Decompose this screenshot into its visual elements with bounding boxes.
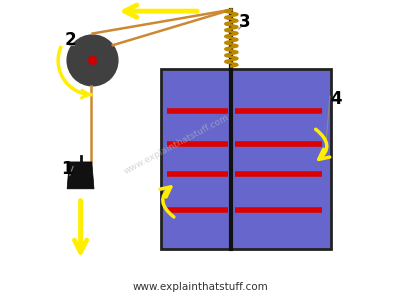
Text: 3: 3 (239, 13, 251, 31)
Bar (161, 69, 331, 248)
Text: www.explainthatstuff.com: www.explainthatstuff.com (132, 282, 268, 292)
Text: 4: 4 (330, 90, 342, 108)
Polygon shape (67, 162, 94, 189)
Text: 1: 1 (61, 160, 73, 178)
Circle shape (67, 35, 118, 86)
Circle shape (89, 56, 96, 64)
Text: 2: 2 (64, 31, 76, 49)
Text: www.explainthatstuff.com: www.explainthatstuff.com (122, 112, 230, 176)
